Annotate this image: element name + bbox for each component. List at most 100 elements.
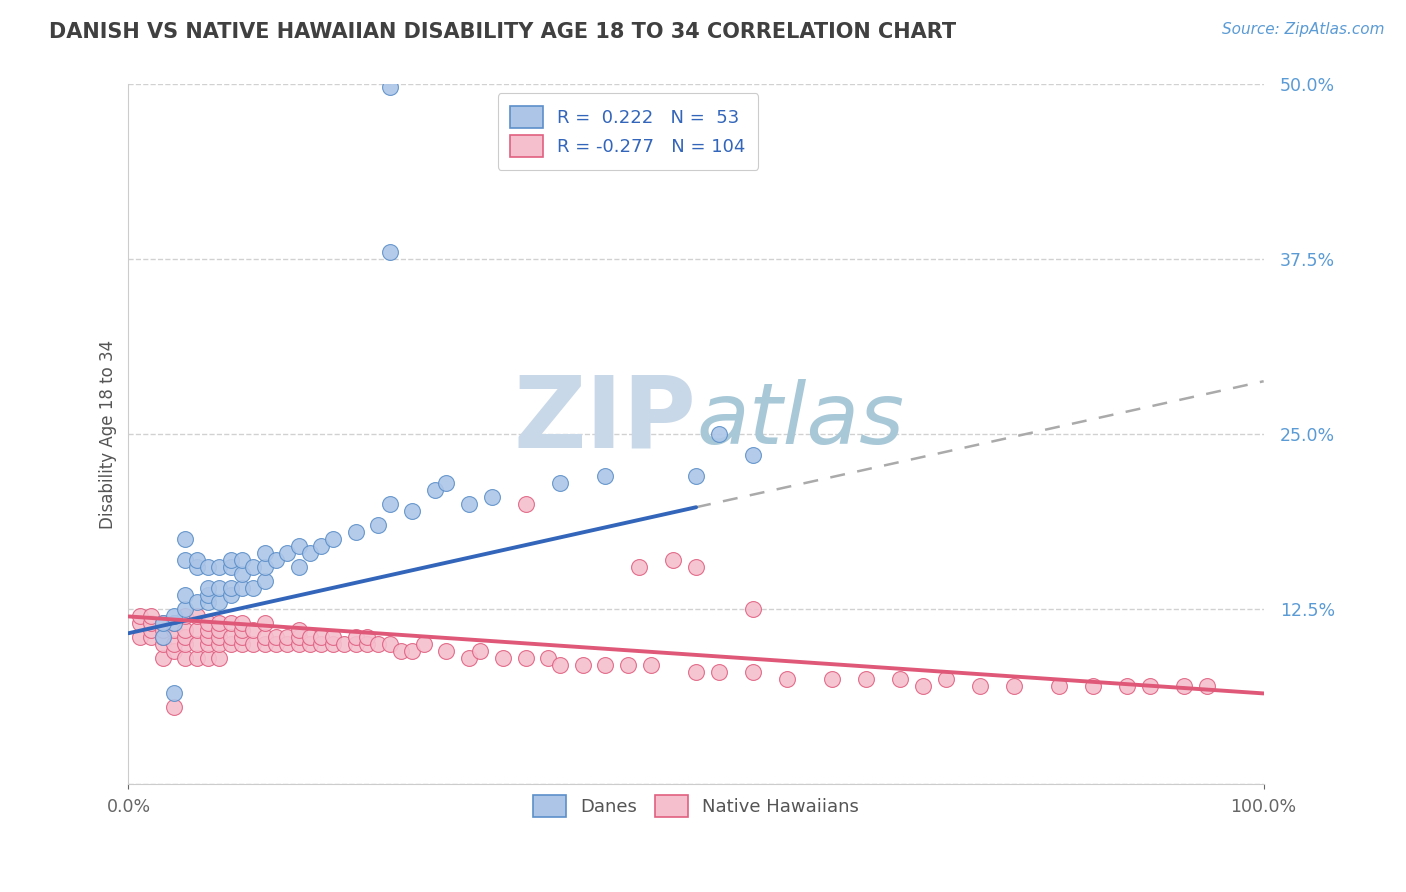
Point [311, 631, 333, 645]
Point [253, 637, 276, 651]
Point [299, 546, 322, 560]
Text: ZIP: ZIP [513, 372, 696, 469]
Point [208, 582, 231, 596]
Point [231, 616, 253, 631]
Point [231, 582, 253, 596]
Point [1047, 680, 1070, 694]
Point [197, 595, 219, 609]
Point [163, 644, 186, 658]
Point [186, 651, 208, 665]
Point [128, 631, 150, 645]
Point [208, 595, 231, 609]
Point [163, 637, 186, 651]
Point [163, 616, 186, 631]
Point [571, 658, 593, 673]
Point [186, 560, 208, 574]
Point [1116, 680, 1139, 694]
Text: Source: ZipAtlas.com: Source: ZipAtlas.com [1222, 22, 1385, 37]
Point [458, 498, 481, 512]
Point [197, 582, 219, 596]
Point [163, 616, 186, 631]
Point [356, 637, 378, 651]
Point [322, 533, 344, 547]
Point [152, 631, 174, 645]
Point [141, 631, 163, 645]
Point [174, 624, 197, 638]
Point [548, 658, 571, 673]
Point [741, 602, 763, 616]
Point [242, 624, 264, 638]
Point [367, 518, 389, 533]
Point [401, 644, 423, 658]
Point [322, 631, 344, 645]
Point [434, 644, 457, 658]
Point [231, 567, 253, 582]
Point [515, 651, 537, 665]
Point [935, 673, 957, 687]
Point [219, 631, 242, 645]
Point [344, 525, 367, 540]
Point [389, 644, 412, 658]
Point [356, 631, 378, 645]
Point [593, 658, 616, 673]
Point [287, 540, 309, 554]
Point [367, 637, 389, 651]
Point [174, 609, 197, 624]
Point [287, 631, 309, 645]
Point [219, 560, 242, 574]
Point [174, 553, 197, 567]
Point [152, 651, 174, 665]
Point [685, 469, 707, 483]
Point [219, 616, 242, 631]
Point [1195, 680, 1218, 694]
Point [412, 637, 434, 651]
Point [174, 631, 197, 645]
Point [253, 631, 276, 645]
Point [208, 651, 231, 665]
Point [912, 680, 935, 694]
Point [515, 498, 537, 512]
Point [163, 624, 186, 638]
Point [287, 637, 309, 651]
Point [276, 546, 298, 560]
Point [1139, 680, 1161, 694]
Point [821, 673, 844, 687]
Point [311, 637, 333, 651]
Point [434, 476, 457, 491]
Point [242, 560, 264, 574]
Point [685, 665, 707, 680]
Point [174, 651, 197, 665]
Point [707, 427, 730, 442]
Point [231, 637, 253, 651]
Point [174, 637, 197, 651]
Point [242, 582, 264, 596]
Point [152, 637, 174, 651]
Point [378, 637, 401, 651]
Point [242, 637, 264, 651]
Point [231, 631, 253, 645]
Point [333, 637, 356, 651]
Point [707, 665, 730, 680]
Point [208, 631, 231, 645]
Point [322, 637, 344, 651]
Point [197, 631, 219, 645]
Point [344, 637, 367, 651]
Point [470, 644, 492, 658]
Point [299, 631, 322, 645]
Point [969, 680, 991, 694]
Point [197, 560, 219, 574]
Point [186, 595, 208, 609]
Point [593, 469, 616, 483]
Point [141, 609, 163, 624]
Point [141, 624, 163, 638]
Point [253, 560, 276, 574]
Point [401, 504, 423, 518]
Point [152, 616, 174, 631]
Y-axis label: Disability Age 18 to 34: Disability Age 18 to 34 [100, 340, 117, 529]
Point [264, 637, 287, 651]
Text: DANISH VS NATIVE HAWAIIAN DISABILITY AGE 18 TO 34 CORRELATION CHART: DANISH VS NATIVE HAWAIIAN DISABILITY AGE… [49, 22, 956, 42]
Point [163, 609, 186, 624]
Text: atlas: atlas [696, 379, 904, 462]
Point [287, 560, 309, 574]
Point [276, 631, 298, 645]
